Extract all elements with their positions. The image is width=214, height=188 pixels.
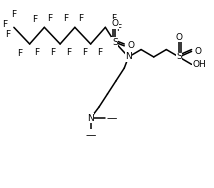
- Text: F: F: [98, 48, 103, 57]
- Text: F: F: [47, 14, 52, 23]
- Text: F: F: [82, 48, 87, 57]
- Text: N: N: [125, 52, 132, 61]
- Text: F: F: [111, 14, 116, 23]
- Text: OH: OH: [192, 60, 206, 69]
- Text: F: F: [34, 48, 40, 57]
- Text: —: —: [107, 113, 117, 123]
- Text: F: F: [2, 20, 7, 29]
- Text: F: F: [32, 15, 37, 24]
- Text: F: F: [18, 49, 23, 58]
- Text: O: O: [175, 33, 183, 42]
- Text: F: F: [50, 48, 55, 57]
- Text: O: O: [194, 47, 201, 56]
- Text: S: S: [176, 52, 182, 61]
- Text: S: S: [112, 38, 118, 47]
- Text: O: O: [127, 41, 134, 50]
- Text: O: O: [111, 19, 118, 28]
- Text: F: F: [5, 30, 10, 39]
- Text: N: N: [87, 114, 94, 123]
- Text: F: F: [116, 24, 122, 33]
- Text: F: F: [63, 14, 68, 23]
- Text: F: F: [79, 14, 84, 23]
- Text: F: F: [11, 10, 16, 19]
- Text: —: —: [85, 130, 96, 140]
- Text: F: F: [66, 48, 71, 57]
